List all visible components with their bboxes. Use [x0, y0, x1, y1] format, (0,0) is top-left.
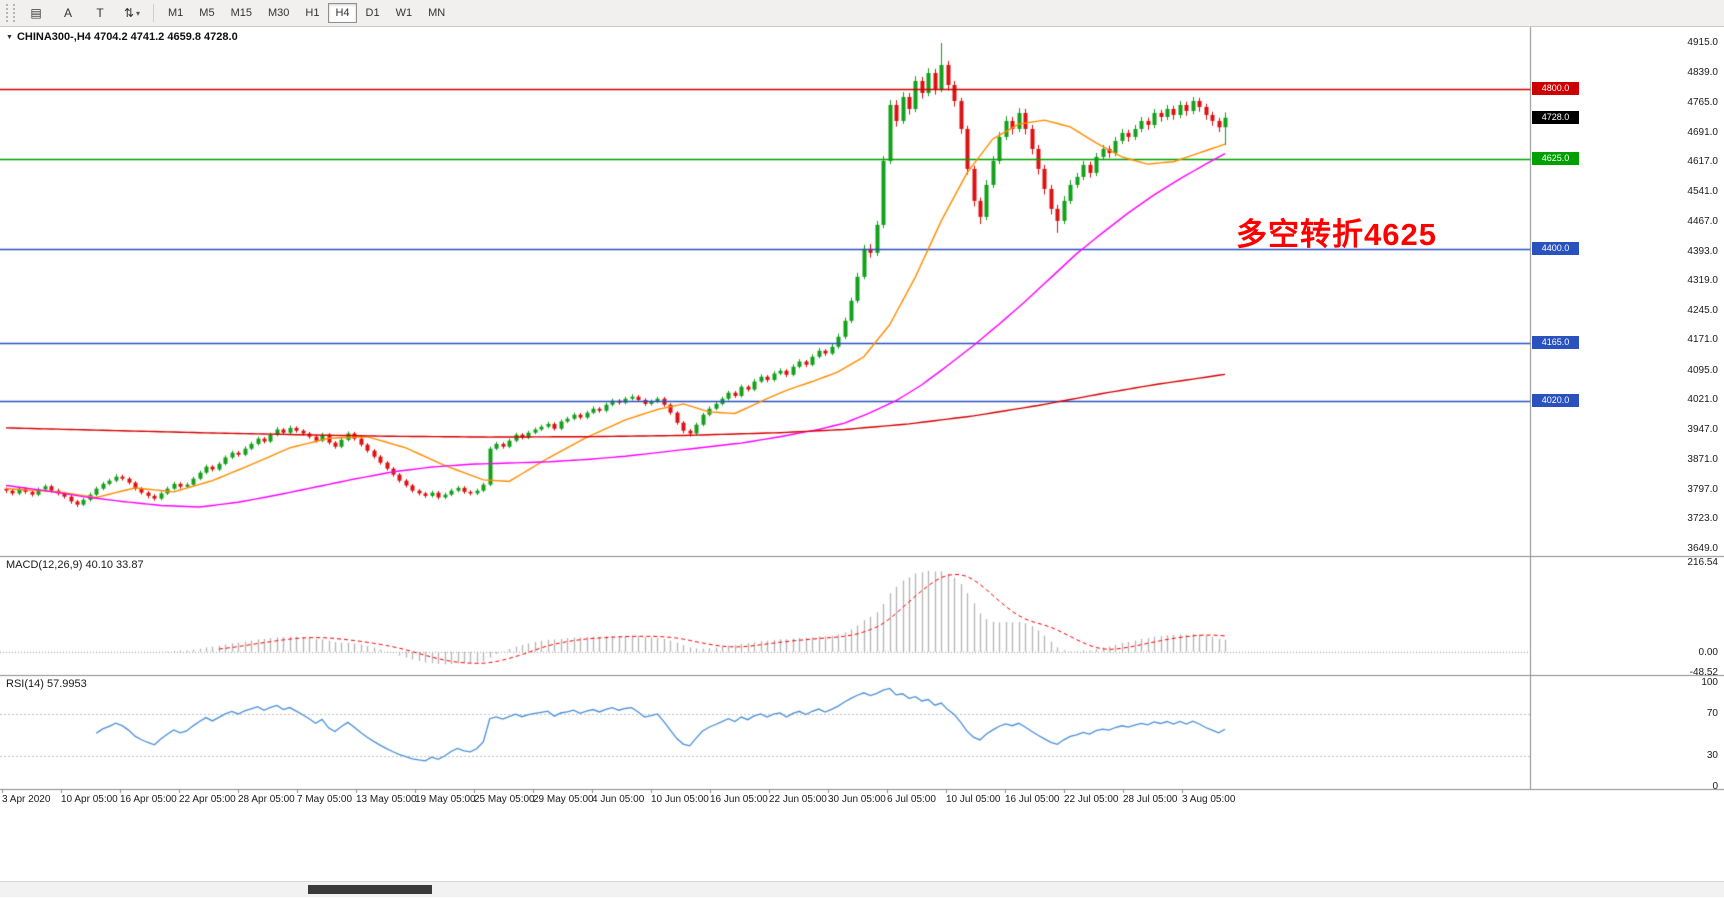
drawing-toolbar: ▤ A T ⇅ ▾	[21, 2, 147, 24]
scrollbar-thumb[interactable]	[308, 885, 432, 894]
text-label-button-icon: A	[63, 6, 72, 20]
price-chart-canvas[interactable]	[0, 27, 1724, 881]
timeframe-button-MN[interactable]: MN	[428, 7, 446, 19]
indicators-button-icon: ▤	[30, 6, 42, 20]
timeframe-button-H4[interactable]: H4	[328, 3, 357, 23]
toolbar: ▤ A T ⇅ ▾ M1 M5 M15 M30 H1 H4 D1 W1 MN	[0, 0, 1724, 27]
toolbar-grip[interactable]	[6, 4, 15, 22]
text-label-button[interactable]: A	[53, 2, 83, 24]
timeframe-button-M15[interactable]: M15	[230, 7, 252, 19]
indicators-button[interactable]: ▤	[21, 2, 51, 24]
text-button[interactable]: T	[85, 2, 115, 24]
arrow-tools-button[interactable]: ⇅ ▾	[117, 2, 147, 24]
timeframe-toolbar: M1 M5 M15 M30 H1 H4 D1 W1 MN	[160, 3, 453, 23]
horizontal-scrollbar[interactable]	[0, 881, 1724, 897]
timeframe-button-M1[interactable]: M1	[168, 7, 184, 19]
arrow-tools-button-icon: ⇅	[123, 6, 135, 20]
timeframe-button-M5[interactable]: M5	[199, 7, 215, 19]
dropdown-caret-icon: ▾	[136, 8, 141, 18]
toolbar-separator	[153, 4, 154, 22]
chart-window: ▼ CHINA300-,H4 4704.2 4741.2 4659.8 4728…	[0, 27, 1724, 881]
timeframe-button-W1[interactable]: W1	[395, 7, 413, 19]
timeframe-button-H1[interactable]: H1	[305, 7, 320, 19]
timeframe-button-D1[interactable]: D1	[365, 7, 380, 19]
text-button-icon: T	[96, 6, 104, 20]
timeframe-button-M30[interactable]: M30	[267, 7, 290, 19]
